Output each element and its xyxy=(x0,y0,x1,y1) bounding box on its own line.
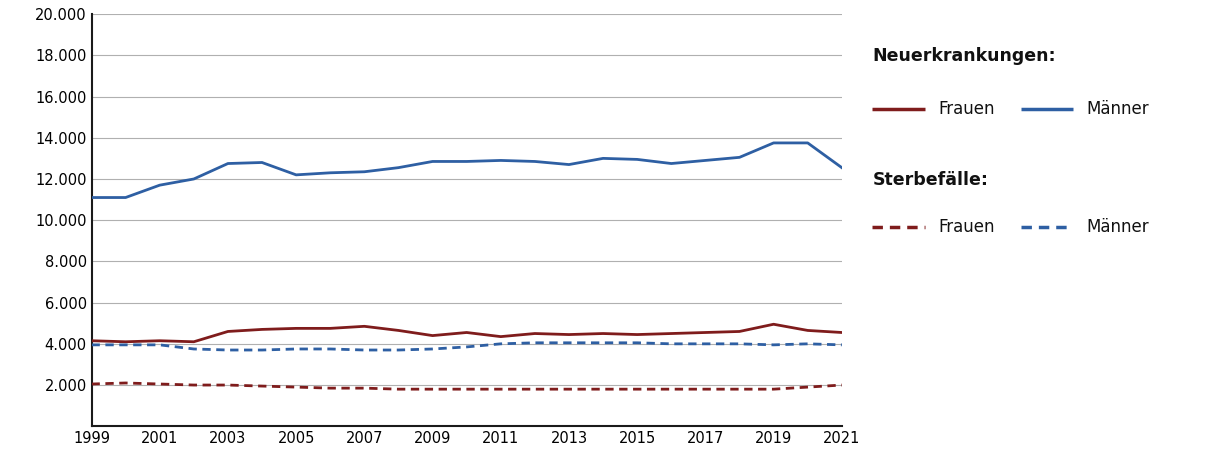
Text: Sterbefälle:: Sterbefälle: xyxy=(872,171,988,189)
Text: Männer: Männer xyxy=(1087,100,1149,118)
Text: Frauen: Frauen xyxy=(938,218,994,236)
Text: Neuerkrankungen:: Neuerkrankungen: xyxy=(872,47,1057,65)
Text: Männer: Männer xyxy=(1087,218,1149,236)
Text: Frauen: Frauen xyxy=(938,100,994,118)
